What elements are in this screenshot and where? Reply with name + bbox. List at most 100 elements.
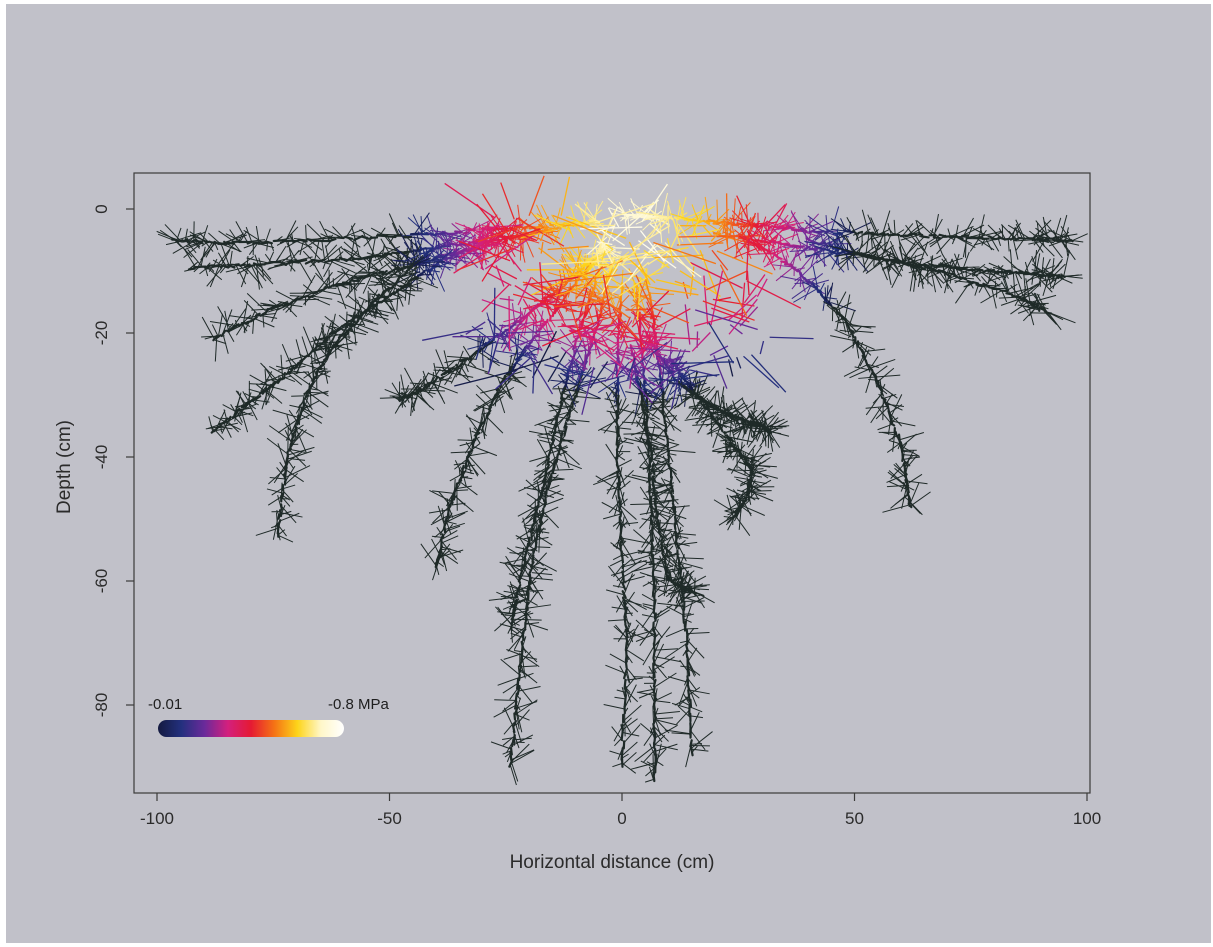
root-lateral xyxy=(543,456,547,481)
root-lateral xyxy=(951,258,961,279)
root-lateral xyxy=(533,565,548,571)
root-lateral xyxy=(536,480,542,498)
root-lateral xyxy=(526,612,534,616)
root-lateral xyxy=(462,345,471,358)
root-lateral xyxy=(527,527,545,548)
root-lateral xyxy=(435,349,446,372)
root-segment xyxy=(226,263,236,269)
root-lateral xyxy=(282,490,294,503)
root-lateral xyxy=(248,242,259,255)
root-lateral xyxy=(334,345,337,359)
root-lateral xyxy=(356,299,364,316)
root-branch xyxy=(607,192,1088,262)
root-lateral xyxy=(735,236,739,259)
root-lateral xyxy=(453,462,467,466)
root-lateral xyxy=(414,212,430,234)
root-lateral xyxy=(531,518,549,535)
root-lateral xyxy=(418,248,436,268)
root-segment xyxy=(500,378,506,384)
root-lateral xyxy=(334,251,344,261)
root-lateral xyxy=(604,398,618,403)
root-lateral xyxy=(615,523,621,530)
root-lateral xyxy=(553,434,574,445)
root-segment xyxy=(961,234,970,238)
root-lateral xyxy=(802,259,819,276)
root-lateral xyxy=(551,429,556,443)
root-lateral xyxy=(484,412,491,421)
root-lateral xyxy=(822,301,838,310)
root-lateral xyxy=(613,382,618,391)
root-lateral xyxy=(624,574,636,584)
root-lateral xyxy=(454,460,462,473)
plot-frame xyxy=(133,172,1091,794)
root-lateral xyxy=(538,532,541,553)
root-segment xyxy=(395,277,400,284)
root-segment xyxy=(462,231,470,235)
root-lateral xyxy=(420,252,428,256)
root-lateral xyxy=(873,258,883,268)
root-segment xyxy=(892,232,901,237)
root-lateral xyxy=(1010,301,1028,315)
root-lateral xyxy=(189,231,205,242)
root-lateral xyxy=(472,436,480,441)
root-lateral xyxy=(1048,312,1062,331)
root-lateral xyxy=(838,253,854,271)
root-lateral xyxy=(1020,299,1026,307)
root-lateral xyxy=(616,441,621,449)
root-lateral xyxy=(691,205,715,221)
root-lateral xyxy=(821,296,838,300)
root-lateral xyxy=(307,391,328,394)
root-lateral xyxy=(559,372,569,377)
root-segment xyxy=(543,501,547,508)
root-lateral xyxy=(462,252,468,267)
root-lateral xyxy=(332,226,344,239)
root-lateral xyxy=(531,572,553,576)
root-segment xyxy=(958,276,968,281)
root-lateral xyxy=(865,259,886,274)
root-lateral xyxy=(529,430,554,437)
root-lateral xyxy=(529,584,535,593)
root-lateral xyxy=(362,230,366,238)
root-lateral xyxy=(882,234,892,254)
root-lateral xyxy=(639,514,653,529)
root-lateral xyxy=(513,618,542,621)
root-lateral xyxy=(544,426,552,449)
root-lateral xyxy=(269,366,285,375)
root-lateral xyxy=(620,540,636,564)
root-lateral xyxy=(654,643,665,663)
root-lateral xyxy=(834,329,852,338)
root-lateral xyxy=(284,376,296,383)
root-lateral xyxy=(691,204,699,222)
root-lateral xyxy=(505,555,520,578)
root-lateral xyxy=(972,228,990,238)
root-lateral xyxy=(803,283,812,301)
root-lateral xyxy=(333,333,349,348)
root-lateral xyxy=(620,522,639,526)
root-lateral xyxy=(630,503,655,506)
root-lateral xyxy=(595,270,604,279)
root-lateral xyxy=(642,397,648,419)
root-lateral xyxy=(446,355,470,359)
root-lateral xyxy=(451,240,466,250)
root-lateral xyxy=(864,349,870,360)
root-lateral xyxy=(791,251,797,269)
root-lateral xyxy=(395,247,416,266)
root-lateral xyxy=(280,482,283,501)
root-lateral xyxy=(562,399,578,414)
root-lateral xyxy=(1033,239,1044,253)
root-lateral xyxy=(527,552,534,561)
root-lateral xyxy=(509,763,517,786)
root-lateral xyxy=(311,368,325,386)
root-lateral xyxy=(333,259,355,267)
root-lateral xyxy=(624,608,630,629)
root-lateral xyxy=(736,206,742,225)
root-lateral xyxy=(619,467,623,479)
root-lateral xyxy=(418,389,436,395)
root-lateral xyxy=(625,630,646,640)
root-lateral xyxy=(396,266,420,280)
root-lateral xyxy=(833,246,860,255)
root-lateral xyxy=(595,287,601,294)
root-lateral xyxy=(619,321,628,339)
root-lateral xyxy=(517,672,534,680)
root-lateral xyxy=(428,509,449,514)
